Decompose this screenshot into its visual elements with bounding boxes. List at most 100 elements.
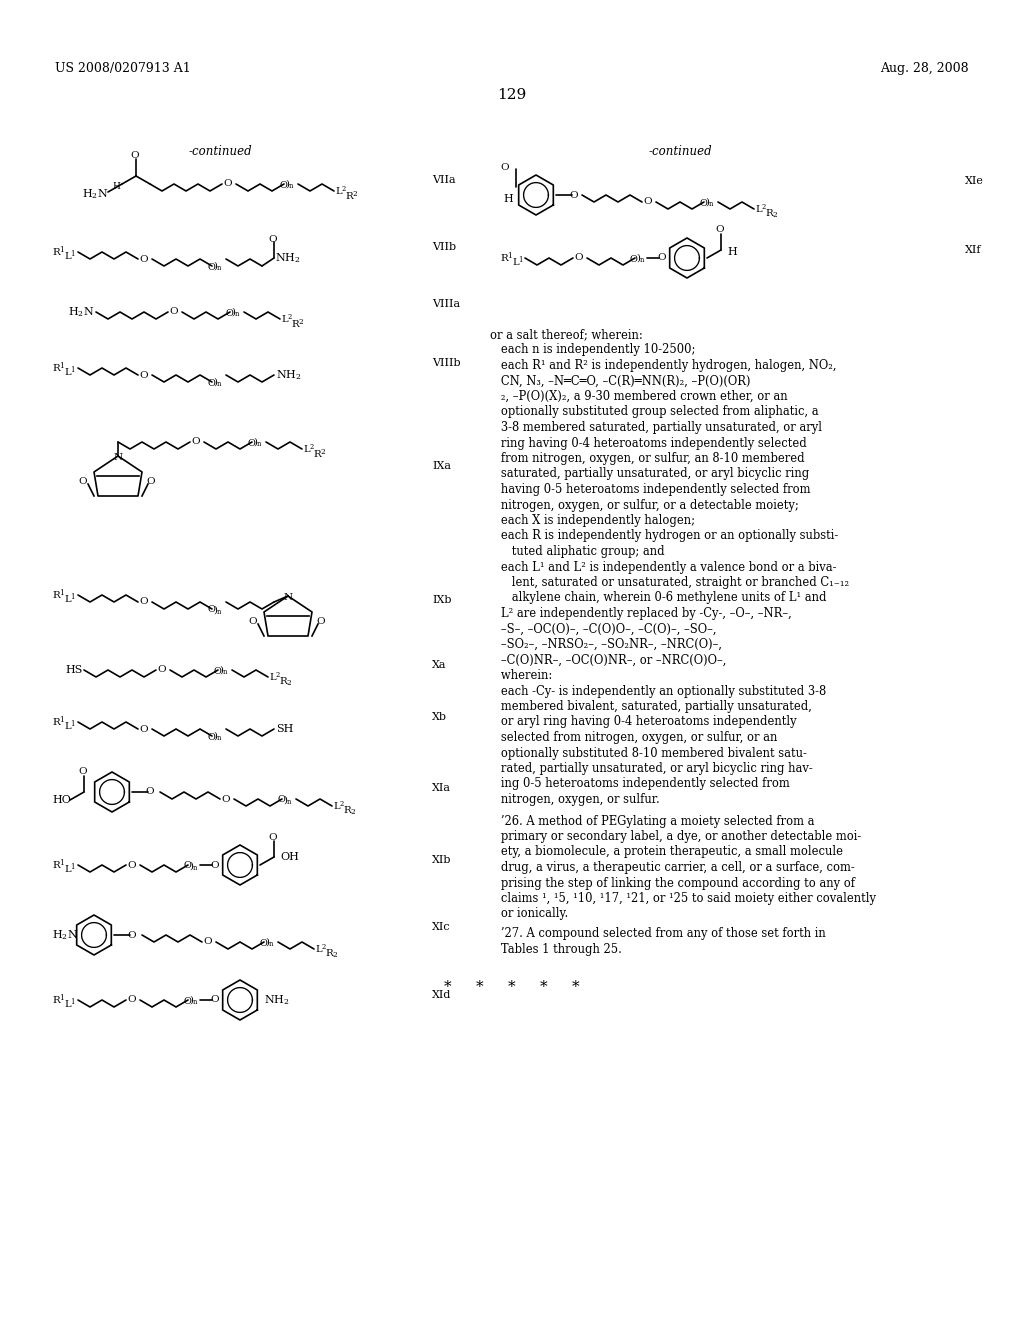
Text: $\mathregular{L^1}$: $\mathregular{L^1}$	[63, 997, 76, 1011]
Text: O: O	[127, 995, 135, 1005]
Text: $\mathregular{L^2}$: $\mathregular{L^2}$	[755, 203, 767, 215]
Text: $\mathregular{L^2}$: $\mathregular{L^2}$	[333, 800, 345, 812]
Text: $\mathregular{R_2}$: $\mathregular{R_2}$	[325, 948, 339, 960]
Text: $\mathregular{R^2}$: $\mathregular{R^2}$	[313, 447, 327, 461]
Text: alkylene chain, wherein 0-6 methylene units of L¹ and: alkylene chain, wherein 0-6 methylene un…	[490, 591, 826, 605]
Text: O: O	[279, 181, 287, 190]
Text: ₂, –P(O)(X)₂, a 9-30 membered crown ether, or an: ₂, –P(O)(X)₂, a 9-30 membered crown ethe…	[490, 389, 787, 403]
Text: ring having 0-4 heteroatoms independently selected: ring having 0-4 heteroatoms independentl…	[490, 437, 807, 450]
Text: L² are independently replaced by -Cy-, –O–, –NR–,: L² are independently replaced by -Cy-, –…	[490, 607, 792, 620]
Text: $\mathregular{L^1}$: $\mathregular{L^1}$	[63, 591, 76, 606]
Text: Aug. 28, 2008: Aug. 28, 2008	[881, 62, 969, 75]
Text: ’27. A compound selected from any of those set forth in: ’27. A compound selected from any of tho…	[490, 927, 825, 940]
Text: each X is independently halogen;: each X is independently halogen;	[490, 513, 695, 527]
Text: each L¹ and L² is independently a valence bond or a biva-: each L¹ and L² is independently a valenc…	[490, 561, 837, 573]
Text: $\mathregular{)_n}$: $\mathregular{)_n}$	[231, 305, 241, 318]
Text: $\mathregular{)_n}$: $\mathregular{)_n}$	[636, 252, 646, 264]
Text: $\mathregular{R^1}$: $\mathregular{R^1}$	[52, 714, 66, 729]
Text: OH: OH	[280, 851, 299, 862]
Text: or a salt thereof; wherein:: or a salt thereof; wherein:	[490, 327, 643, 341]
Text: O: O	[207, 263, 215, 272]
Text: O: O	[657, 253, 666, 263]
Text: $\mathregular{L^2}$: $\mathregular{L^2}$	[315, 942, 328, 956]
Text: nitrogen, oxygen, or sulfur, or a detectable moiety;: nitrogen, oxygen, or sulfur, or a detect…	[490, 499, 799, 511]
Text: HS: HS	[65, 665, 82, 675]
Text: VIIIb: VIIIb	[432, 358, 461, 368]
Text: 3-8 membered saturated, partially unsaturated, or aryl: 3-8 membered saturated, partially unsatu…	[490, 421, 822, 434]
Text: O: O	[183, 997, 190, 1006]
Text: O: O	[248, 618, 257, 627]
Text: O: O	[268, 833, 276, 842]
Text: H: H	[727, 247, 736, 257]
Text: O: O	[213, 667, 221, 676]
Text: US 2008/0207913 A1: US 2008/0207913 A1	[55, 62, 190, 75]
Text: ety, a biomolecule, a protein therapeutic, a small molecule: ety, a biomolecule, a protein therapeuti…	[490, 846, 843, 858]
Text: O: O	[139, 598, 147, 606]
Text: O: O	[643, 198, 651, 206]
Text: IXb: IXb	[432, 595, 452, 605]
Text: Xa: Xa	[432, 660, 446, 671]
Text: O: O	[630, 255, 638, 264]
Text: O: O	[715, 226, 724, 235]
Text: O: O	[145, 788, 154, 796]
Text: $\mathregular{R_2}$: $\mathregular{R_2}$	[343, 805, 356, 817]
Text: $\mathregular{R^2}$: $\mathregular{R^2}$	[345, 190, 358, 202]
Text: O: O	[191, 437, 200, 446]
Text: nitrogen, oxygen, or sulfur.: nitrogen, oxygen, or sulfur.	[490, 793, 659, 807]
Text: $\mathregular{)_n}$: $\mathregular{)_n}$	[213, 375, 223, 388]
Text: O: O	[130, 152, 138, 161]
Text: *     *     *     *     *: * * * * *	[444, 979, 580, 994]
Text: –C(O)NR–, –OC(O)NR–, or –NRC(O)O–,: –C(O)NR–, –OC(O)NR–, or –NRC(O)O–,	[490, 653, 726, 667]
Text: O: O	[203, 937, 212, 946]
Text: O: O	[157, 665, 166, 675]
Text: VIIb: VIIb	[432, 242, 456, 252]
Text: each -Cy- is independently an optionally substituted 3-8: each -Cy- is independently an optionally…	[490, 685, 826, 697]
Text: O: O	[574, 253, 583, 263]
Text: $\mathregular{L^1}$: $\mathregular{L^1}$	[63, 248, 76, 263]
Text: –S–, –OC(O)–, –C(O)O–, –C(O)–, –SO–,: –S–, –OC(O)–, –C(O)O–, –C(O)–, –SO–,	[490, 623, 717, 635]
Text: rated, partially unsaturated, or aryl bicyclic ring hav-: rated, partially unsaturated, or aryl bi…	[490, 762, 813, 775]
Text: O: O	[268, 235, 276, 243]
Text: $\mathregular{L^1}$: $\mathregular{L^1}$	[63, 862, 76, 876]
Text: $\mathregular{L^1}$: $\mathregular{L^1}$	[63, 718, 76, 734]
Text: -continued: -continued	[188, 145, 252, 158]
Text: $\mathregular{)_n}$: $\mathregular{)_n}$	[705, 195, 715, 209]
Text: XIf: XIf	[965, 246, 981, 255]
Text: $\mathregular{R_2}$: $\mathregular{R_2}$	[279, 676, 293, 688]
Text: optionally substituted 8-10 membered bivalent satu-: optionally substituted 8-10 membered biv…	[490, 747, 807, 759]
Text: $\mathregular{)_n}$: $\mathregular{)_n}$	[253, 436, 263, 449]
Text: $\mathregular{)_n}$: $\mathregular{)_n}$	[219, 664, 229, 676]
Text: O: O	[247, 438, 255, 447]
Text: SH: SH	[276, 723, 293, 734]
Text: wherein:: wherein:	[490, 669, 552, 682]
Text: ’26. A method of PEGylating a moiety selected from a: ’26. A method of PEGylating a moiety sel…	[490, 814, 814, 828]
Text: $\mathregular{L^1}$: $\mathregular{L^1}$	[63, 364, 76, 379]
Text: claims ¹, ¹5, ¹10, ¹17, ¹21, or ¹25 to said moiety either covalently: claims ¹, ¹5, ¹10, ¹17, ¹21, or ¹25 to s…	[490, 892, 876, 906]
Text: VIIIa: VIIIa	[432, 300, 460, 309]
Text: $\mathregular{R^1}$: $\mathregular{R^1}$	[52, 587, 66, 602]
Text: VIIa: VIIa	[432, 176, 456, 185]
Text: O: O	[225, 309, 232, 318]
Text: $\mathregular{)_n}$: $\mathregular{)_n}$	[213, 602, 223, 615]
Text: $\mathregular{)_n}$: $\mathregular{)_n}$	[213, 730, 223, 742]
Text: from nitrogen, oxygen, or sulfur, an 8-10 membered: from nitrogen, oxygen, or sulfur, an 8-1…	[490, 451, 805, 465]
Text: O: O	[207, 379, 215, 388]
Text: O: O	[139, 371, 147, 380]
Text: $\mathregular{H_2N}$: $\mathregular{H_2N}$	[52, 928, 78, 942]
Text: $\mathregular{L^2}$: $\mathregular{L^2}$	[303, 442, 315, 455]
Text: N: N	[284, 594, 293, 602]
Text: O: O	[183, 862, 190, 870]
Text: O: O	[207, 733, 215, 742]
Text: drug, a virus, a therapeutic carrier, a cell, or a surface, com-: drug, a virus, a therapeutic carrier, a …	[490, 861, 855, 874]
Text: O: O	[259, 939, 267, 948]
Text: $\mathregular{R^1}$: $\mathregular{R^1}$	[52, 360, 66, 375]
Text: $\mathregular{L^2}$: $\mathregular{L^2}$	[281, 313, 293, 325]
Text: $\mathregular{NH_2}$: $\mathregular{NH_2}$	[275, 251, 301, 265]
Text: $\mathregular{R^2}$: $\mathregular{R^2}$	[291, 318, 305, 330]
Text: primary or secondary label, a dye, or another detectable moi-: primary or secondary label, a dye, or an…	[490, 830, 861, 843]
Text: XIb: XIb	[432, 855, 452, 865]
Text: IXa: IXa	[432, 461, 451, 471]
Text: $\mathregular{R^1}$: $\mathregular{R^1}$	[52, 993, 66, 1007]
Text: $\mathregular{)_n}$: $\mathregular{)_n}$	[265, 936, 275, 949]
Text: $\mathregular{R_2}$: $\mathregular{R_2}$	[765, 207, 779, 220]
